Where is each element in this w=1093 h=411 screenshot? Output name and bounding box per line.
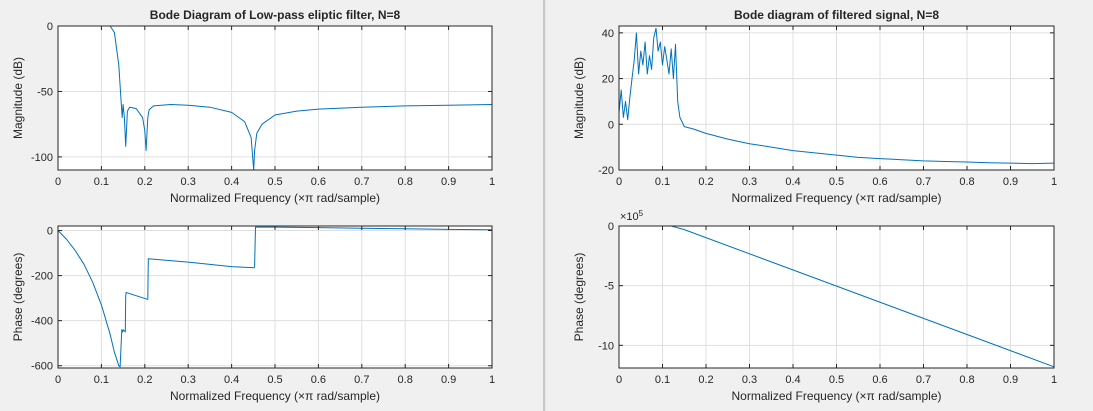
series-line xyxy=(58,25,493,171)
axes-filter-magnitude: 0 0.1 0.2 0.3 0.4 0.5 0.6 0.7 0.8 0.9 1 0 -50 -100 Nor… xyxy=(11,8,495,205)
y-exponent-power: 5 xyxy=(639,209,644,218)
chart-title: Bode Diagram of Low-pass eliptic filter,… xyxy=(150,8,401,22)
x-axis-label: Normalized Frequency (×π rad/sample) xyxy=(731,389,941,403)
series-line xyxy=(57,226,493,368)
x-tick-label: 0.3 xyxy=(742,374,757,386)
x-tick-label: 0.7 xyxy=(354,374,369,386)
window-divider xyxy=(543,0,545,411)
x-tick-label: 0.2 xyxy=(698,176,713,188)
x-tick-label: 0.5 xyxy=(267,374,282,386)
x-tick-label: 0.9 xyxy=(1003,374,1018,386)
x-tick-label: 1 xyxy=(489,374,495,386)
y-tick-label: 0 xyxy=(47,21,53,33)
axes-filter-phase: 0 0.1 0.2 0.3 0.4 0.5 0.6 0.7 0.8 0.9 1 0 -200 -400 -6… xyxy=(11,225,495,403)
x-tick-label: 0.1 xyxy=(655,374,670,386)
x-tick-label: 0.1 xyxy=(94,176,109,188)
x-tick-label: 0.8 xyxy=(398,176,413,188)
x-tick-label: 0.1 xyxy=(94,374,109,386)
x-axis-label: Normalized Frequency (×π rad/sample) xyxy=(170,191,380,205)
x-tick-label: 0.7 xyxy=(354,176,369,188)
x-tick-label: 0 xyxy=(55,176,61,188)
series-line xyxy=(618,27,1055,165)
x-tick-label: 0.4 xyxy=(224,374,239,386)
x-tick-label: 0.5 xyxy=(267,176,282,188)
y-tick-label: 0 xyxy=(608,221,614,233)
y-tick-label: 20 xyxy=(602,74,614,86)
y-tick-label: -50 xyxy=(37,86,53,98)
x-tick-label: 0.9 xyxy=(1003,176,1018,188)
y-tick-label: 0 xyxy=(608,119,614,131)
x-tick-label: 0.3 xyxy=(742,176,757,188)
y-tick-label: -600 xyxy=(31,361,53,373)
x-tick-label: 0.9 xyxy=(441,176,456,188)
y-axis-label: Magnitude (dB) xyxy=(572,57,586,139)
y-exponent-label: ×105 xyxy=(620,209,644,223)
x-tick-label: 1 xyxy=(1051,176,1057,188)
x-tick-label: 0.3 xyxy=(181,374,196,386)
x-tick-label: 0.5 xyxy=(829,374,844,386)
x-tick-label: 0.6 xyxy=(311,374,326,386)
x-axis-label: Normalized Frequency (×π rad/sample) xyxy=(170,389,380,403)
x-tick-label: 0.9 xyxy=(441,374,456,386)
x-tick-label: 0.6 xyxy=(872,176,887,188)
x-tick-label: 0.7 xyxy=(916,176,931,188)
x-tick-label: 0.4 xyxy=(224,176,239,188)
x-tick-label: 0 xyxy=(616,374,622,386)
x-tick-label: 0.3 xyxy=(181,176,196,188)
y-tick-label: -100 xyxy=(31,152,53,164)
y-axis-label: Phase (degrees) xyxy=(572,253,586,342)
x-tick-label: 1 xyxy=(1051,374,1057,386)
x-tick-label: 0.6 xyxy=(872,374,887,386)
y-tick-label: -5 xyxy=(604,281,614,293)
x-tick-label: 0.8 xyxy=(959,374,974,386)
x-tick-label: 0.6 xyxy=(311,176,326,188)
chart-title: Bode diagram of filtered signal, N=8 xyxy=(734,8,939,22)
y-axis-label: Magnitude (dB) xyxy=(11,57,25,139)
y-tick-label: -400 xyxy=(31,316,53,328)
x-tick-label: 0.5 xyxy=(829,176,844,188)
axes-signal-phase: 0 0.1 0.2 0.3 0.4 0.5 0.6 0.7 0.8 0.9 1 0 -5 -10 Norma… xyxy=(572,209,1057,403)
x-tick-label: 0.1 xyxy=(655,176,670,188)
x-tick-label: 0 xyxy=(55,374,61,386)
x-tick-label: 0 xyxy=(616,176,622,188)
y-tick-label: -10 xyxy=(598,340,614,352)
x-tick-label: 0.8 xyxy=(959,176,974,188)
x-tick-label: 0.2 xyxy=(137,374,152,386)
y-tick-label: 40 xyxy=(602,28,614,40)
x-tick-label: 0.2 xyxy=(137,176,152,188)
y-tick-label: -20 xyxy=(598,165,614,177)
axes-signal-magnitude: 0 0.1 0.2 0.3 0.4 0.5 0.6 0.7 0.8 0.9 140200-20Nor… xyxy=(572,8,1057,205)
x-tick-label: 0.4 xyxy=(785,176,800,188)
y-axis-label: Phase (degrees) xyxy=(11,253,25,342)
x-axis-label: Normalized Frequency (×π rad/sample) xyxy=(731,191,941,205)
x-tick-label: 1 xyxy=(489,176,495,188)
x-tick-label: 0.4 xyxy=(785,374,800,386)
x-tick-label: 0.8 xyxy=(398,374,413,386)
x-tick-label: 0.2 xyxy=(698,374,713,386)
window-divider-highlight xyxy=(545,0,546,411)
y-tick-label: 0 xyxy=(47,226,53,238)
x-tick-label: 0.7 xyxy=(916,374,931,386)
y-tick-label: -200 xyxy=(31,271,53,283)
